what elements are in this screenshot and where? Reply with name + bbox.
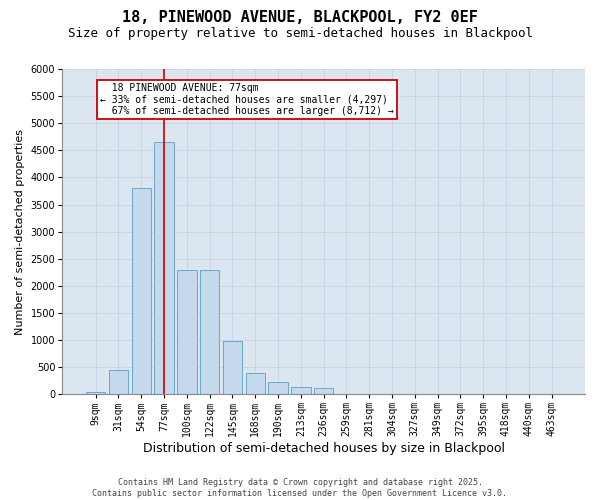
Text: 18 PINEWOOD AVENUE: 77sqm
← 33% of semi-detached houses are smaller (4,297)
  67: 18 PINEWOOD AVENUE: 77sqm ← 33% of semi-… (100, 82, 394, 116)
Bar (177, 270, 197, 394)
Bar (86, 392, 106, 394)
X-axis label: Distribution of semi-detached houses by size in Blackpool: Distribution of semi-detached houses by … (143, 442, 505, 455)
Bar (200, 270, 220, 394)
Bar (131, 188, 151, 394)
Bar (154, 142, 174, 394)
Bar (314, 388, 334, 394)
Bar (291, 388, 311, 394)
Bar (245, 372, 265, 394)
Y-axis label: Number of semi-detached properties: Number of semi-detached properties (15, 128, 25, 334)
Text: Size of property relative to semi-detached houses in Blackpool: Size of property relative to semi-detach… (67, 28, 533, 40)
Bar (268, 382, 288, 394)
Bar (223, 342, 242, 394)
Text: 18, PINEWOOD AVENUE, BLACKPOOL, FY2 0EF: 18, PINEWOOD AVENUE, BLACKPOOL, FY2 0EF (122, 10, 478, 25)
Bar (109, 370, 128, 394)
Text: Contains HM Land Registry data © Crown copyright and database right 2025.
Contai: Contains HM Land Registry data © Crown c… (92, 478, 508, 498)
